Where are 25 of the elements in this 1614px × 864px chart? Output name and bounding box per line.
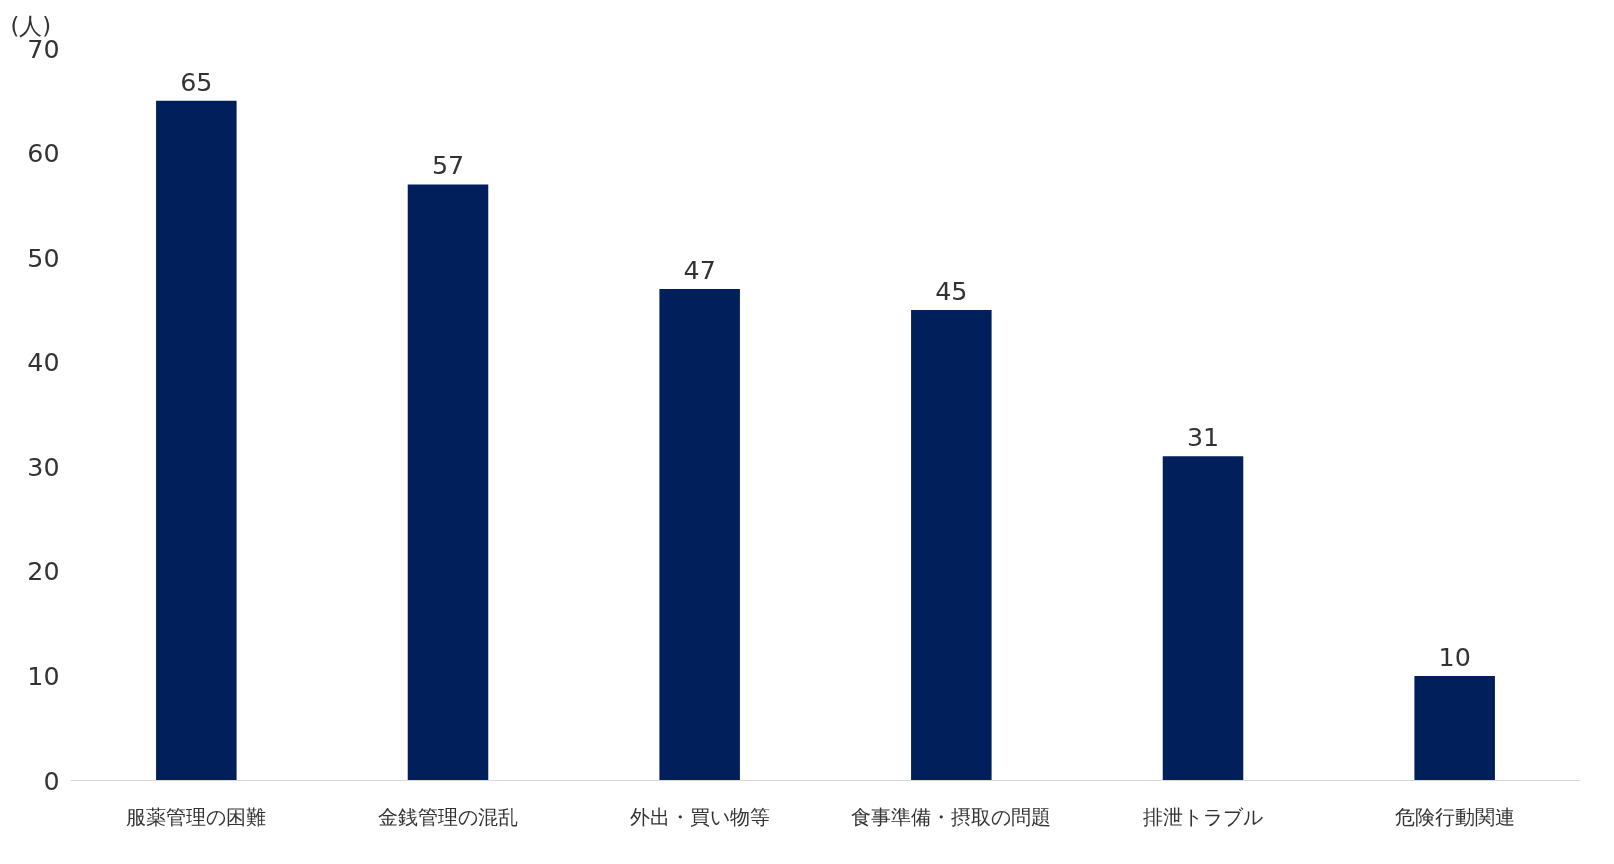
bar [911, 309, 992, 781]
x-tick-label: 外出・買い物等 [629, 804, 770, 829]
data-label: 65 [180, 66, 213, 97]
y-tick-label: 50 [27, 242, 60, 273]
y-tick-label: 60 [27, 138, 60, 169]
data-label: 57 [431, 150, 465, 181]
y-tick-label: 30 [27, 451, 60, 482]
data-label: 45 [935, 275, 968, 306]
y-tick-label: 0 [43, 765, 60, 796]
x-tick-label: 排泄トラブル [1143, 804, 1263, 829]
bar [1162, 456, 1244, 781]
x-tick-label: 食事準備・摂取の問題 [851, 804, 1052, 829]
data-label: 47 [683, 255, 716, 286]
x-tick-label: 服薬管理の困難 [126, 804, 267, 829]
y-tick-label: 20 [27, 556, 60, 587]
x-tick-label: 危険行動関連 [1394, 804, 1515, 829]
data-label: 31 [1186, 422, 1220, 453]
bar [659, 289, 740, 781]
data-label: 10 [1438, 641, 1471, 672]
y-tick-label: 10 [27, 660, 60, 691]
bar [156, 100, 237, 781]
x-tick-label: 金銭管理の混乱 [378, 804, 518, 829]
bar [407, 184, 489, 781]
y-tick-label: 40 [27, 347, 60, 378]
bar [1414, 675, 1495, 781]
